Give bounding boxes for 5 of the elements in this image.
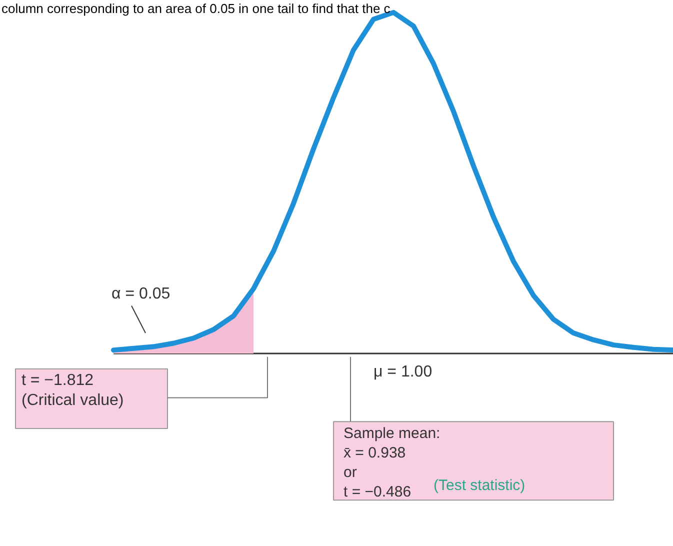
annotation: α = 0.05 — [112, 285, 170, 302]
text: (Test statistic) — [434, 476, 526, 494]
text: t = −1.812 (Critical value) — [22, 372, 124, 409]
annotation: column corresponding to an area of 0.05 in one tail to find that the c — [2, 1, 391, 16]
text: μ = 1.00 — [374, 364, 432, 381]
